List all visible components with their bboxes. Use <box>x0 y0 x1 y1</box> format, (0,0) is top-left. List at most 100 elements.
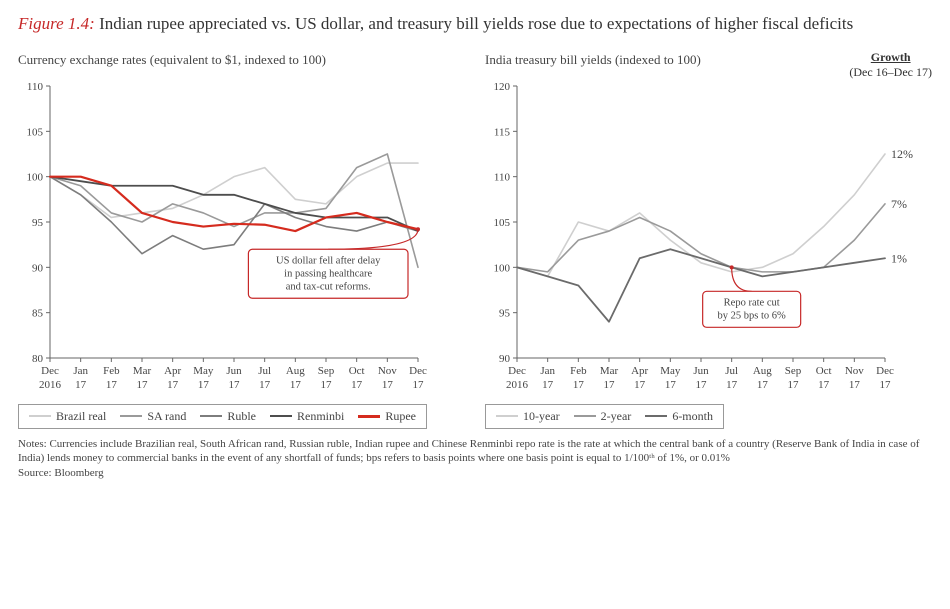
legend-swatch <box>496 415 518 417</box>
svg-text:17: 17 <box>696 379 708 391</box>
legend-label: 2-year <box>601 409 632 424</box>
svg-text:1%: 1% <box>891 251 907 265</box>
svg-text:Feb: Feb <box>570 365 587 377</box>
svg-text:and tax-cut reforms.: and tax-cut reforms. <box>286 281 371 292</box>
legend-swatch <box>29 415 51 417</box>
legend-item: Ruble <box>200 409 256 424</box>
svg-text:17: 17 <box>788 379 800 391</box>
svg-text:May: May <box>193 365 214 377</box>
svg-text:17: 17 <box>634 379 646 391</box>
svg-text:17: 17 <box>880 379 892 391</box>
svg-text:110: 110 <box>494 171 511 183</box>
legend-swatch <box>200 415 222 417</box>
left-chart-svg: 80859095100105110Dec2016Jan17Feb17Mar17A… <box>18 72 448 402</box>
svg-text:17: 17 <box>665 379 677 391</box>
svg-text:17: 17 <box>290 379 302 391</box>
legend-swatch <box>270 415 292 417</box>
svg-text:7%: 7% <box>891 197 907 211</box>
svg-text:Sep: Sep <box>318 365 335 377</box>
svg-text:17: 17 <box>259 379 271 391</box>
svg-text:17: 17 <box>167 379 179 391</box>
right-chart-svg: 9095100105110115120Dec2016Jan17Feb17Mar1… <box>485 72 915 402</box>
growth-header: Growth (Dec 16–Dec 17) <box>849 50 932 80</box>
legend-item: Renminbi <box>270 409 344 424</box>
legend-label: 10-year <box>523 409 560 424</box>
svg-text:17: 17 <box>382 379 394 391</box>
right-legend: 10-year 2-year 6-month <box>485 404 724 429</box>
svg-text:17: 17 <box>849 379 861 391</box>
growth-title: Growth <box>849 50 932 65</box>
svg-text:Dec: Dec <box>876 365 894 377</box>
legend-label: 6-month <box>672 409 713 424</box>
legend-swatch <box>574 415 596 417</box>
figure-title-text: Indian rupee appreciated vs. US dollar, … <box>99 14 853 33</box>
svg-text:17: 17 <box>818 379 830 391</box>
growth-sub: (Dec 16–Dec 17) <box>849 65 932 80</box>
svg-text:17: 17 <box>229 379 241 391</box>
notes: Notes: Currencies include Brazilian real… <box>18 437 932 466</box>
svg-text:May: May <box>660 365 681 377</box>
svg-text:100: 100 <box>494 262 511 274</box>
svg-text:90: 90 <box>499 353 511 365</box>
svg-text:Apr: Apr <box>164 365 181 377</box>
svg-text:17: 17 <box>198 379 210 391</box>
svg-text:17: 17 <box>106 379 118 391</box>
svg-text:110: 110 <box>27 81 44 93</box>
charts-row: Currency exchange rates (equivalent to $… <box>18 52 932 429</box>
svg-text:Nov: Nov <box>378 365 397 377</box>
svg-text:17: 17 <box>351 379 363 391</box>
legend-label: Renminbi <box>297 409 344 424</box>
svg-text:2016: 2016 <box>39 379 62 391</box>
legend-swatch <box>120 415 142 417</box>
svg-text:Oct: Oct <box>349 365 365 377</box>
svg-text:Mar: Mar <box>600 365 619 377</box>
svg-text:Dec: Dec <box>409 365 427 377</box>
legend-item: 6-month <box>645 409 713 424</box>
figure-title: Figure 1.4: Indian rupee appreciated vs.… <box>18 12 932 36</box>
source: Source: Bloomberg <box>18 467 932 479</box>
svg-text:2016: 2016 <box>506 379 529 391</box>
svg-text:115: 115 <box>494 126 511 138</box>
svg-text:US dollar fell after delay: US dollar fell after delay <box>276 255 381 266</box>
legend-label: Ruble <box>227 409 256 424</box>
svg-text:Apr: Apr <box>631 365 648 377</box>
svg-text:17: 17 <box>321 379 333 391</box>
svg-text:105: 105 <box>494 217 511 229</box>
svg-text:17: 17 <box>604 379 616 391</box>
svg-text:85: 85 <box>32 307 44 319</box>
svg-text:Sep: Sep <box>785 365 802 377</box>
svg-text:95: 95 <box>32 217 44 229</box>
svg-text:Jan: Jan <box>73 365 88 377</box>
legend-swatch <box>645 415 667 417</box>
svg-text:Dec: Dec <box>41 365 59 377</box>
svg-text:Mar: Mar <box>133 365 152 377</box>
legend-item: Brazil real <box>29 409 106 424</box>
svg-text:Aug: Aug <box>753 365 772 377</box>
svg-text:Jun: Jun <box>693 365 709 377</box>
svg-text:Jul: Jul <box>725 365 738 377</box>
svg-text:Nov: Nov <box>845 365 864 377</box>
svg-text:17: 17 <box>413 379 425 391</box>
figure-label: Figure 1.4: <box>18 14 95 33</box>
legend-swatch <box>358 415 380 418</box>
svg-text:Jan: Jan <box>540 365 555 377</box>
svg-text:Jun: Jun <box>226 365 242 377</box>
svg-text:80: 80 <box>32 353 44 365</box>
svg-text:by 25 bps to 6%: by 25 bps to 6% <box>718 310 787 321</box>
svg-text:Aug: Aug <box>286 365 305 377</box>
legend-item: 2-year <box>574 409 632 424</box>
legend-label: SA rand <box>147 409 186 424</box>
left-chart-subtitle: Currency exchange rates (equivalent to $… <box>18 52 465 68</box>
right-chart-column: Growth (Dec 16–Dec 17) India treasury bi… <box>485 52 932 429</box>
left-chart-column: Currency exchange rates (equivalent to $… <box>18 52 465 429</box>
svg-text:17: 17 <box>542 379 554 391</box>
svg-text:95: 95 <box>499 307 511 319</box>
svg-text:Dec: Dec <box>508 365 526 377</box>
svg-text:17: 17 <box>137 379 149 391</box>
svg-text:Feb: Feb <box>103 365 120 377</box>
svg-text:17: 17 <box>573 379 585 391</box>
legend-item: SA rand <box>120 409 186 424</box>
svg-text:90: 90 <box>32 262 44 274</box>
svg-text:17: 17 <box>757 379 769 391</box>
legend-item: Rupee <box>358 409 416 424</box>
